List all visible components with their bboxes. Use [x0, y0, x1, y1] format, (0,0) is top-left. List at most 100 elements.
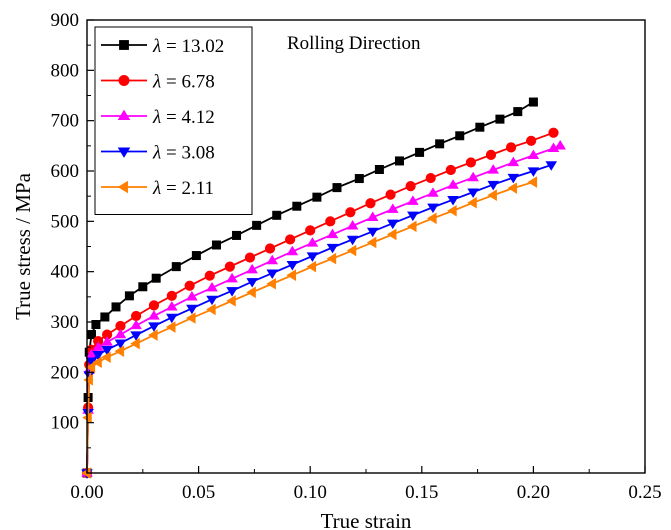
legend: λ = 13.02 λ = 6.78 λ = 4.12 λ = 3.08 λ = 2.1… — [94, 26, 253, 215]
data-point-circle — [224, 261, 235, 272]
data-point-triangle-down — [527, 167, 540, 177]
data-point-circle — [445, 164, 456, 176]
data-point-triangle-down — [346, 235, 359, 246]
data-point-triangle-down — [117, 147, 131, 158]
data-point-triangle-up — [554, 140, 566, 150]
data-point-square — [332, 183, 342, 193]
data-point-square — [211, 240, 221, 250]
data-point-circle — [131, 310, 142, 322]
data-point-triangle-down — [266, 269, 279, 280]
y-tick-label: 800 — [51, 60, 80, 81]
data-point-triangle-up — [226, 272, 238, 283]
data-point-square — [394, 156, 404, 166]
data-point-triangle-left — [226, 295, 236, 307]
data-point-triangle-down — [186, 304, 198, 315]
y-tick-label: 600 — [51, 161, 80, 182]
data-point-triangle-left — [507, 182, 517, 194]
legend-label: λ = 4.12 — [152, 107, 215, 128]
data-point-triangle-up — [306, 237, 319, 247]
data-point-square — [86, 330, 96, 340]
data-point-triangle-down — [507, 173, 520, 184]
data-point-circle — [485, 149, 497, 160]
legend-label: λ = 6.78 — [152, 72, 215, 93]
data-point-square — [232, 230, 242, 240]
data-point-triangle-down — [366, 227, 379, 238]
data-point-square — [272, 210, 282, 220]
data-point-square — [252, 220, 262, 230]
series-layer — [81, 97, 566, 479]
data-point-triangle-left — [487, 189, 497, 201]
data-point-square — [312, 192, 322, 202]
x-tick-label: 0.10 — [294, 482, 327, 503]
data-point-triangle-left — [306, 260, 317, 273]
legend-item: λ = 4.12 — [101, 107, 215, 128]
data-point-square — [435, 139, 445, 149]
data-point-triangle-down — [447, 196, 459, 206]
series-line — [86, 181, 534, 474]
data-point-triangle-left — [286, 269, 297, 281]
data-point-triangle-up — [286, 245, 299, 256]
data-point-triangle-up — [507, 156, 520, 167]
data-point-square — [191, 251, 201, 261]
data-point-triangle-down — [545, 161, 558, 171]
data-point-triangle-down — [166, 313, 178, 324]
data-point-circle — [385, 189, 396, 200]
data-point-square — [528, 97, 538, 107]
y-tick-label: 300 — [51, 312, 80, 333]
x-tick-label: 0.00 — [70, 482, 103, 503]
data-point-circle — [204, 270, 215, 281]
data-point-triangle-up — [206, 281, 218, 292]
data-point-triangle-down — [386, 219, 399, 230]
data-point-triangle-left — [326, 252, 337, 265]
data-point-square — [292, 201, 302, 211]
data-point-triangle-down — [206, 295, 218, 306]
data-point-triangle-up — [114, 328, 127, 339]
x-tick-label: 0.15 — [405, 482, 438, 503]
data-point-triangle-up — [386, 203, 399, 213]
data-point-triangle-left — [527, 176, 538, 188]
data-point-triangle-up — [407, 195, 419, 205]
data-point-triangle-left — [346, 244, 357, 257]
data-point-triangle-down — [306, 252, 319, 262]
data-point-triangle-down — [246, 278, 258, 288]
legend-item: λ = 2.11 — [101, 178, 214, 199]
data-point-square — [475, 122, 485, 132]
rolling-direction-annotation: Rolling Direction — [287, 33, 421, 54]
y-tick-label: 700 — [51, 111, 80, 132]
data-point-triangle-left — [447, 204, 457, 217]
data-point-square — [171, 262, 181, 272]
data-point-circle — [548, 127, 559, 138]
x-tick-label: 0.25 — [628, 482, 661, 503]
data-point-triangle-up — [266, 254, 279, 265]
data-point-triangle-left — [92, 356, 102, 369]
data-point-triangle-left — [165, 321, 176, 333]
data-point-triangle-down — [407, 211, 419, 222]
data-point-triangle-down — [487, 180, 500, 191]
x-axis: 0.00 0.05 0.10 0.15 0.20 0.25 — [70, 466, 662, 503]
data-point-triangle-up — [186, 291, 198, 301]
data-point-circle — [305, 225, 316, 236]
legend-box — [94, 26, 253, 215]
data-point-triangle-up — [447, 179, 459, 189]
legend-item: λ = 13.02 — [101, 36, 224, 57]
data-point-circle — [184, 280, 195, 291]
data-point-circle — [244, 252, 256, 263]
data-point-triangle-left — [85, 361, 96, 374]
data-point-circle — [405, 181, 416, 192]
data-point-triangle-down — [101, 346, 113, 356]
data-point-circle — [465, 157, 477, 168]
data-point-circle — [148, 300, 160, 311]
x-axis-title: True strain — [321, 509, 412, 530]
x-tick-label: 0.05 — [182, 482, 215, 503]
data-point-circle — [425, 172, 436, 184]
data-point-triangle-up — [527, 149, 540, 160]
data-point-square — [100, 312, 110, 322]
data-point-triangle-down — [326, 243, 339, 254]
data-point-triangle-left — [83, 374, 93, 386]
data-point-circle — [526, 135, 537, 146]
legend-label: λ = 13.02 — [152, 36, 224, 57]
data-point-triangle-left — [467, 196, 477, 209]
data-point-triangle-down — [467, 188, 479, 198]
data-point-triangle-left — [427, 212, 437, 225]
